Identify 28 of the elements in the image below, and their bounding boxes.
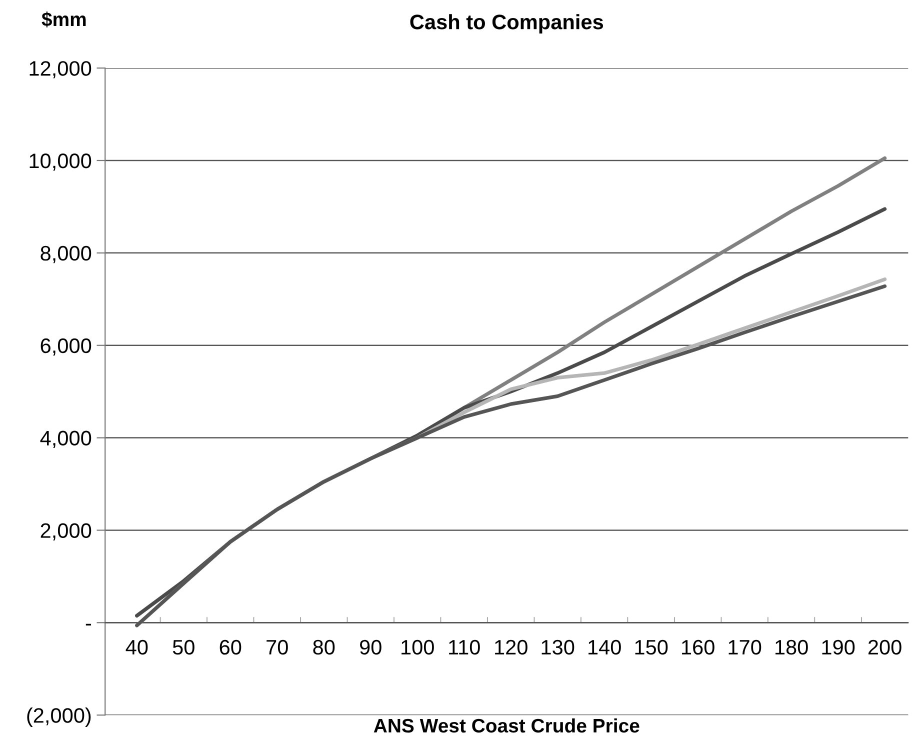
x-tick-label: 60	[220, 640, 242, 655]
x-tick-label: 180	[776, 640, 808, 655]
x-tick-label: 130	[542, 640, 574, 655]
x-tick-label: 140	[588, 640, 621, 655]
x-tick-label: 40	[126, 640, 148, 655]
x-tick-label: 50	[172, 640, 194, 655]
x-tick-label: 120	[495, 640, 528, 655]
y-tick-label: -	[86, 624, 91, 626]
y-tick-label: (2,000)	[27, 708, 91, 727]
x-tick-label: 160	[682, 640, 714, 655]
x-tick-label: 90	[360, 640, 382, 655]
x-tick-label: 70	[266, 640, 288, 655]
y-tick-label: 10,000	[30, 154, 92, 171]
y-tick-label: 12,000	[30, 61, 92, 78]
chart-title: Cash to Companies	[410, 14, 604, 34]
x-tick-label: 170	[728, 640, 762, 655]
x-tick-label: 110	[449, 640, 480, 655]
y-tick-label: 6,000	[40, 338, 92, 356]
x-tick-label: 190	[822, 640, 855, 655]
x-tick-label: 100	[402, 640, 434, 655]
x-tick-label: 200	[868, 640, 902, 655]
y-tick-label: 4,000	[40, 430, 92, 448]
x-tick-label: 150	[635, 640, 668, 655]
x-tick-label: 80	[313, 640, 335, 655]
y-tick-label: 2,000	[40, 523, 92, 540]
x-axis-title: ANS West Coast Crude Price	[374, 718, 640, 733]
y-tick-label: 8,000	[40, 246, 92, 264]
y-axis-title: $mm	[42, 12, 86, 28]
